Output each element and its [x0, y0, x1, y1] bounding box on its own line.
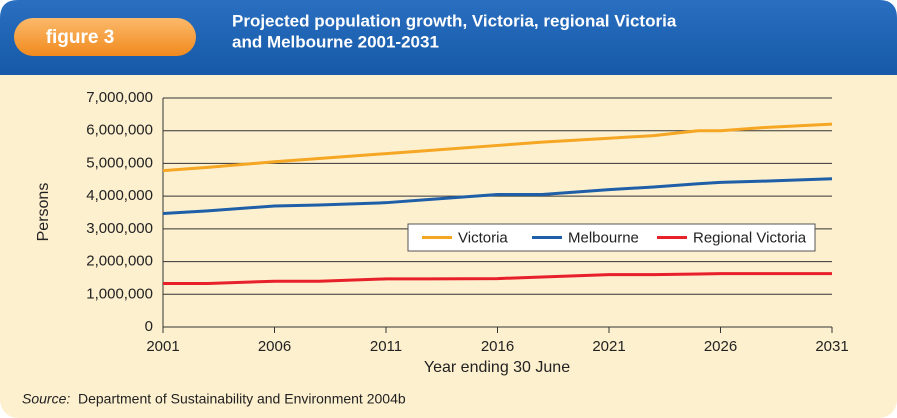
- legend-label: Regional Victoria: [693, 229, 807, 246]
- figure-pill: [14, 18, 196, 56]
- y-tick-label: 5,000,000: [86, 154, 153, 171]
- header-band: [0, 0, 897, 75]
- x-tick-label: 2006: [258, 338, 291, 355]
- series-line: [162, 122, 833, 173]
- series-line: [162, 177, 833, 215]
- source-label: Source:: [22, 391, 70, 407]
- x-tick-label: 2031: [815, 338, 848, 355]
- legend-label: Victoria: [458, 229, 508, 246]
- figure-label: figure 3: [46, 27, 115, 48]
- x-tick-label: 2026: [704, 338, 737, 355]
- y-tick-label: 2,000,000: [86, 253, 153, 270]
- y-tick-label: 6,000,000: [86, 122, 153, 139]
- y-tick-label: 7,000,000: [86, 89, 153, 106]
- y-tick-label: 3,000,000: [86, 220, 153, 237]
- legend-box: [407, 223, 816, 252]
- source-text: Department of Sustainability and Environ…: [78, 391, 406, 407]
- x-tick-label: 2016: [481, 338, 514, 355]
- chart-title: Projected population growth, Victoria, r…: [232, 11, 677, 30]
- y-tick-label: 0: [145, 318, 153, 335]
- y-tick-label: 1,000,000: [86, 285, 153, 302]
- plot-area: 0 1,000,000 2,000,000 3,000,000 4,000,000 5,0…: [86, 89, 848, 355]
- series-line: [163, 272, 832, 285]
- y-tick-label: 4,000,000: [86, 187, 153, 204]
- x-tick-label: 2011: [370, 338, 402, 355]
- chart-title: and Melbourne 2001-2031: [232, 32, 439, 51]
- y-axis-label: Persons: [35, 183, 52, 242]
- x-tick-label: 2001: [146, 338, 179, 355]
- x-tick-label: 2021: [592, 338, 625, 355]
- x-axis-label: Year ending 30 June: [424, 359, 570, 376]
- legend-label: Melbourne: [568, 229, 639, 246]
